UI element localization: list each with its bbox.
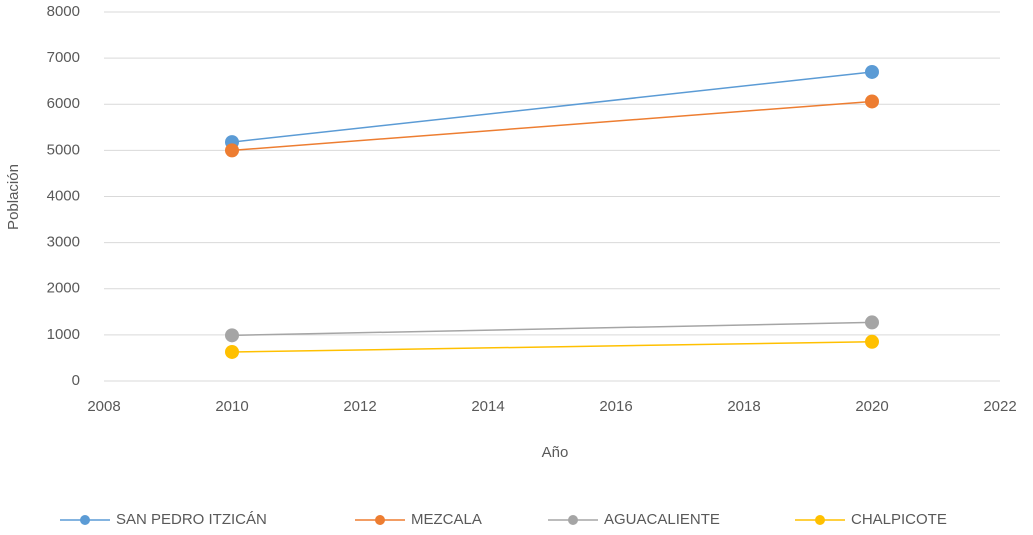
x-tick-label: 2010: [215, 398, 248, 415]
data-point: [865, 94, 879, 109]
legend-label: SAN PEDRO ITZICÁN: [116, 511, 267, 528]
y-tick-label: 8000: [47, 3, 80, 20]
series-line: [231, 100, 873, 152]
data-point: [225, 344, 239, 359]
series-line: [231, 71, 873, 143]
x-tick-label: 2008: [87, 398, 120, 415]
x-tick-label: 2014: [471, 398, 504, 415]
y-axis-label: Población: [5, 164, 22, 230]
data-point: [225, 143, 239, 158]
y-tick-label: 1000: [47, 326, 80, 343]
legend-label: AGUACALIENTE: [604, 511, 720, 528]
data-point: [865, 334, 879, 349]
legend-marker: [815, 515, 825, 525]
y-tick-label: 2000: [47, 280, 80, 297]
series-line: [231, 321, 873, 337]
legend-marker: [568, 515, 578, 525]
y-tick-label: 7000: [47, 49, 80, 66]
x-tick-label: 2012: [343, 398, 376, 415]
data-point: [225, 328, 239, 343]
x-axis-label: Año: [542, 444, 569, 461]
legend-label: CHALPICOTE: [851, 511, 947, 528]
y-tick-label: 4000: [47, 187, 80, 204]
data-point: [865, 315, 879, 330]
x-tick-label: 2020: [855, 398, 888, 415]
y-tick-label: 0: [72, 372, 80, 389]
y-tick-label: 3000: [47, 234, 80, 251]
legend-label: MEZCALA: [411, 511, 482, 528]
data-point: [865, 64, 879, 79]
x-tick-label: 2018: [727, 398, 760, 415]
y-tick-label: 5000: [47, 141, 80, 158]
series-line: [231, 341, 873, 353]
legend-marker: [80, 515, 90, 525]
x-tick-label: 2016: [599, 398, 632, 415]
y-tick-label: 6000: [47, 95, 80, 112]
x-tick-label: 2022: [983, 398, 1016, 415]
legend-marker: [375, 515, 385, 525]
